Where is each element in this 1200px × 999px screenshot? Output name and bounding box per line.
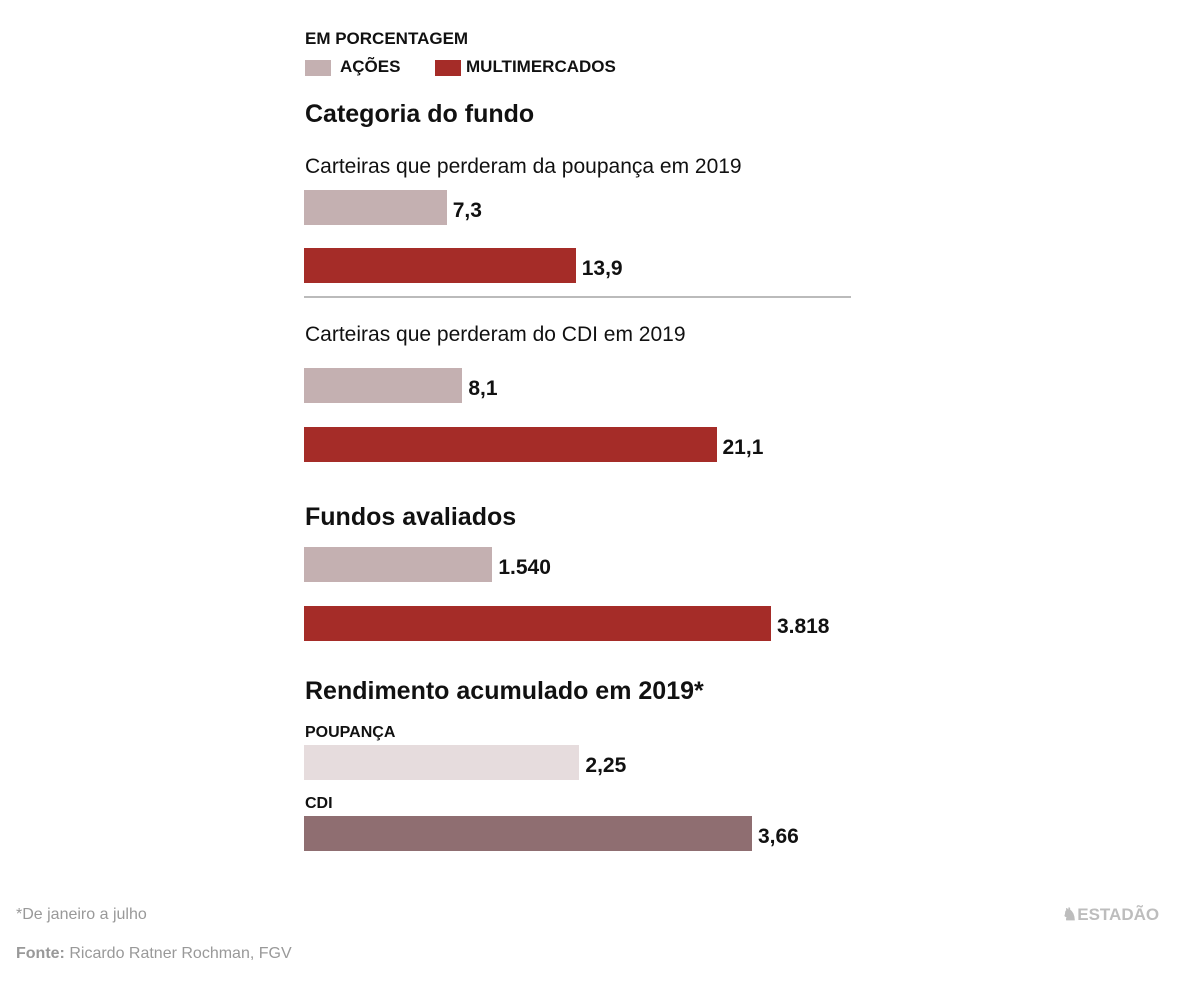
value-label-g1-0: 8,1 <box>468 377 498 400</box>
bar-g3-1 <box>304 816 752 851</box>
series-label-cdi: CDI <box>305 795 333 812</box>
series-label-poupanca: POUPANÇA <box>305 724 396 741</box>
estadao-logo: ♞ESTADÃO <box>1062 905 1160 924</box>
group-title-fundos: Fundos avaliados <box>305 503 517 531</box>
legend-label-acoes: AÇÕES <box>340 57 401 76</box>
group-title-rendimento: Rendimento acumulado em 2019* <box>305 677 704 705</box>
source-text: Ricardo Ratner Rochman, FGV <box>69 945 292 962</box>
value-label-g0-1: 13,9 <box>581 257 623 280</box>
bar-g1-0 <box>304 368 463 403</box>
value-label-g1-1: 21,1 <box>722 436 764 459</box>
logo-text: ESTADÃO <box>1077 905 1160 924</box>
legend-swatch-acoes <box>305 60 331 76</box>
legend-swatch-multimercados <box>435 60 461 76</box>
bar-g2-0 <box>304 547 493 582</box>
source: Fonte: Ricardo Ratner Rochman, FGV <box>16 945 292 963</box>
group-title-poupanca: Carteiras que perderam da poupança em 20… <box>305 155 742 178</box>
value-label-g2-0: 1.540 <box>498 556 551 579</box>
divider <box>304 296 851 298</box>
bar-g0-1 <box>304 248 576 283</box>
bar-g2-1 <box>304 606 771 641</box>
source-label: Fonte: <box>16 945 65 962</box>
bar-g0-0 <box>304 190 447 225</box>
group-title-cdi: Carteiras que perderam do CDI em 2019 <box>305 323 686 346</box>
value-label-g3-1: 3,66 <box>757 825 799 848</box>
section-title: Categoria do fundo <box>305 100 535 128</box>
bar-g1-1 <box>304 427 717 462</box>
footnote: *De janeiro a julho <box>16 906 147 923</box>
value-label-g2-1: 3.818 <box>776 615 830 638</box>
bar-g3-0 <box>304 745 580 780</box>
value-label-g3-0: 2,25 <box>585 754 627 777</box>
unit-label: EM PORCENTAGEM <box>305 29 469 48</box>
legend-label-multimercados: MULTIMERCADOS <box>466 57 616 76</box>
value-label-g0-0: 7,3 <box>452 199 482 222</box>
